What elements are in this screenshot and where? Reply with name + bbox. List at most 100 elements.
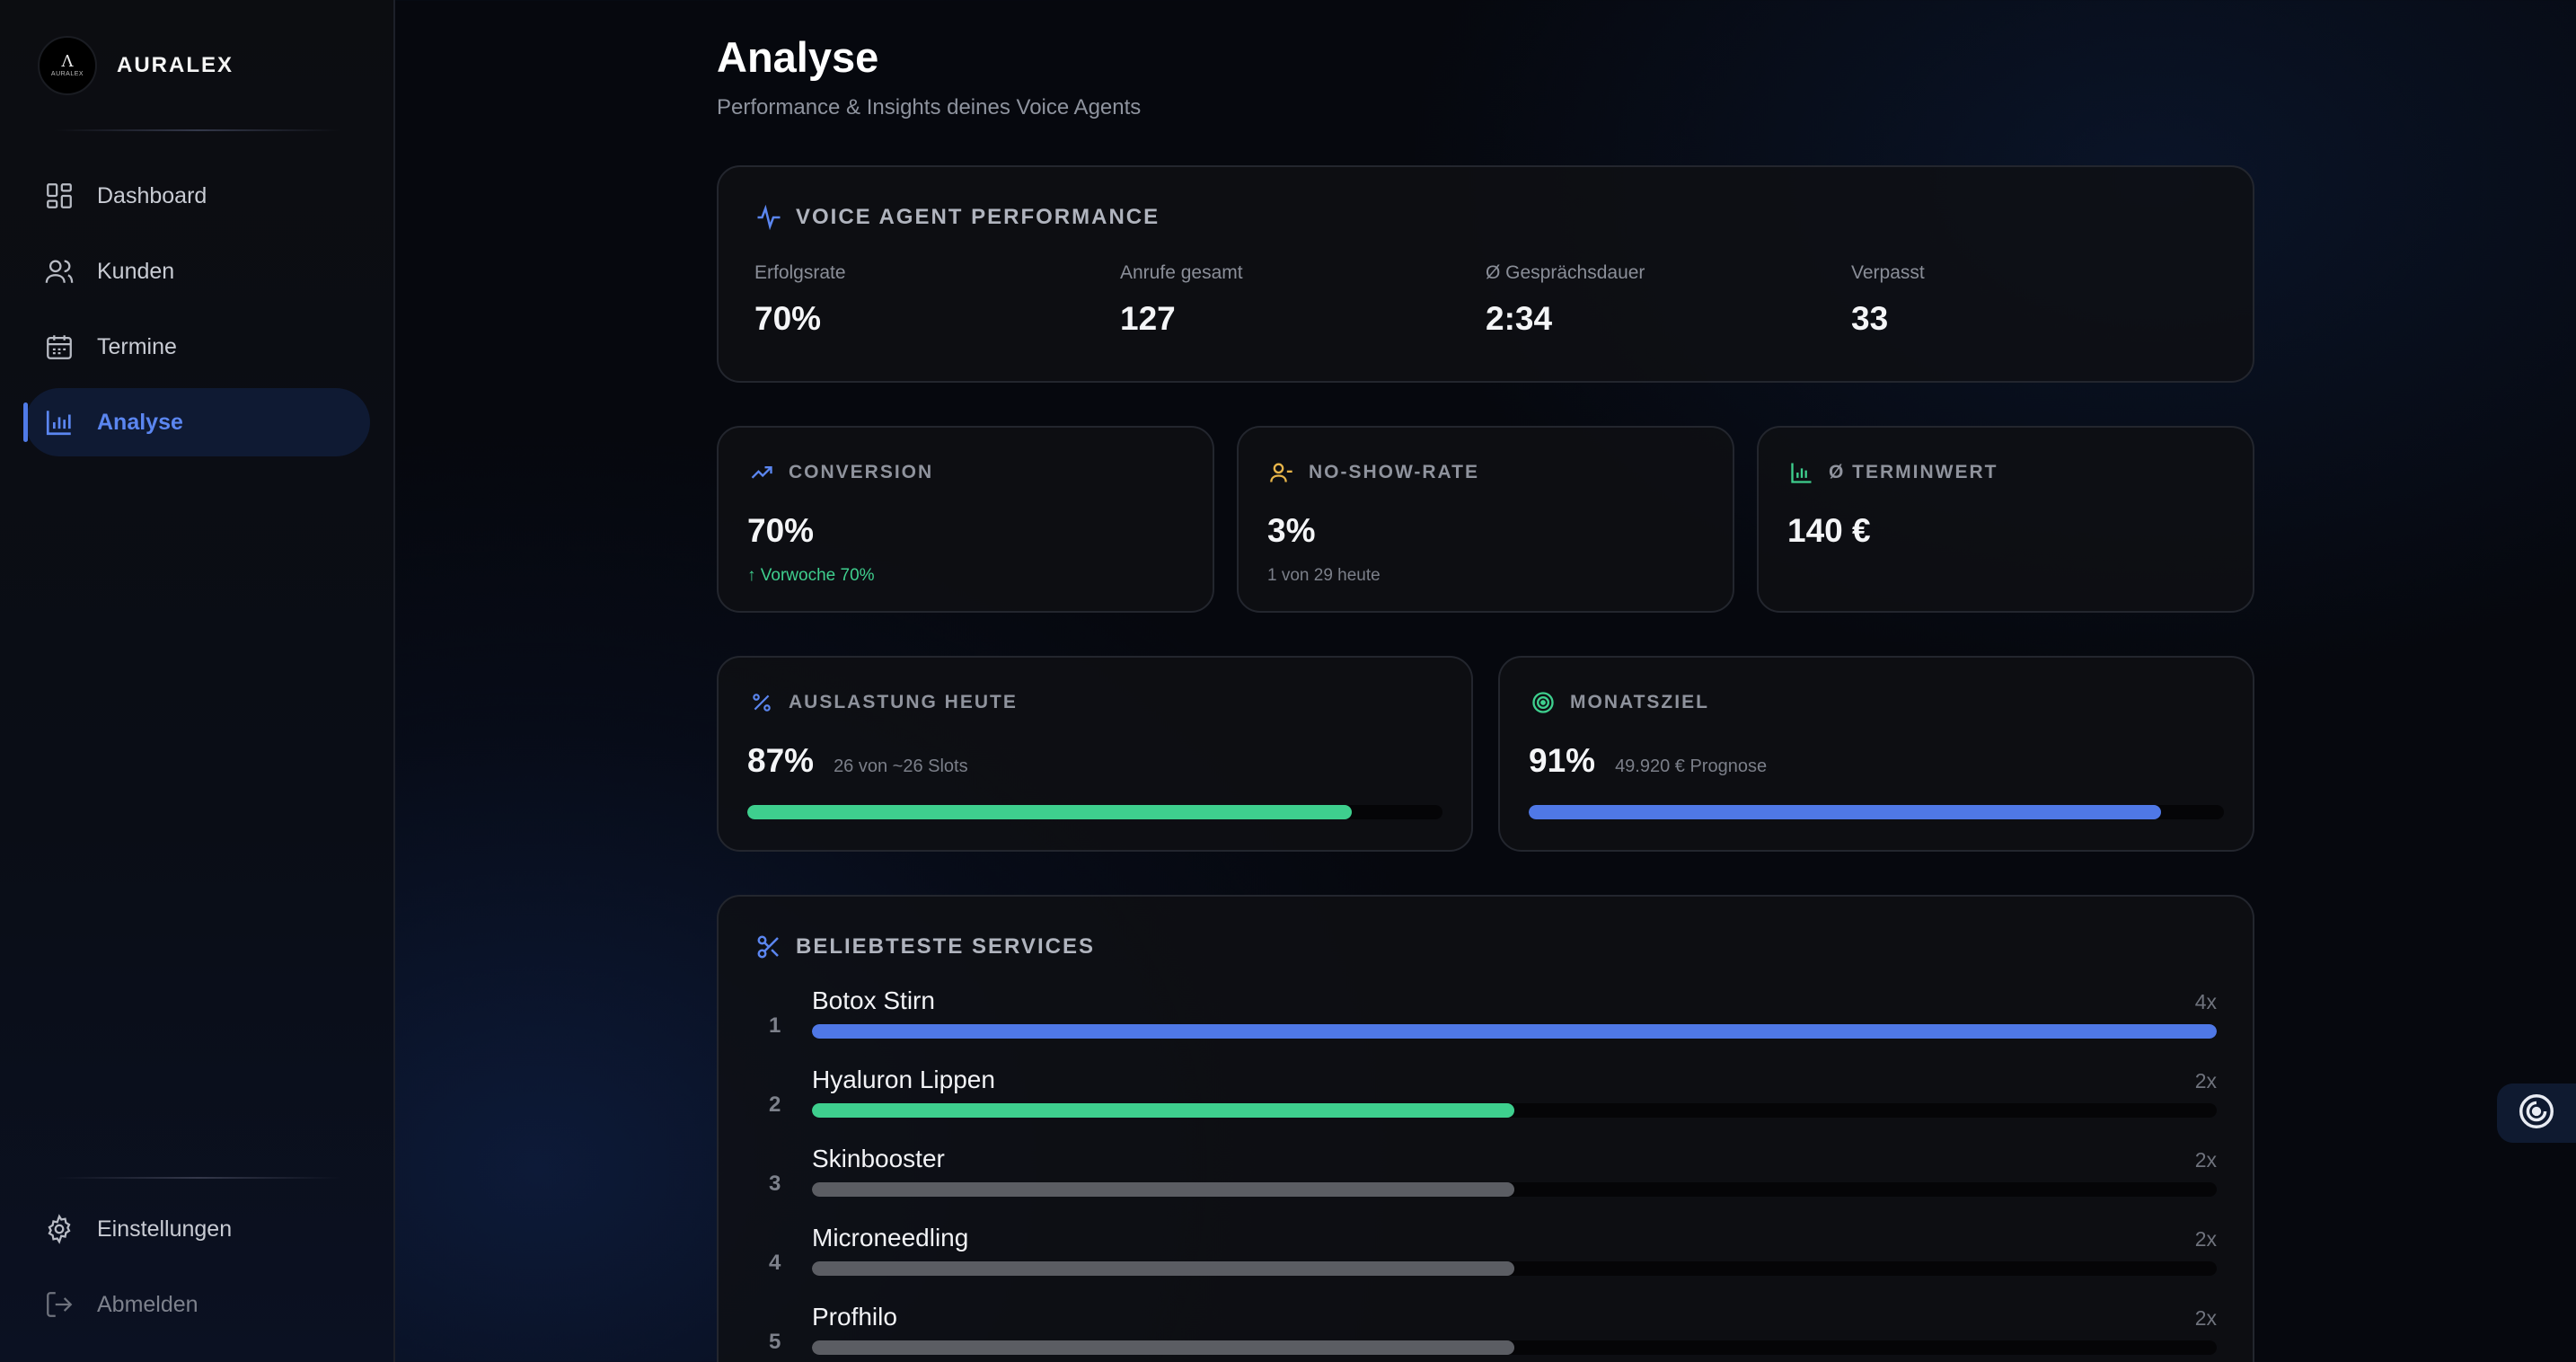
bar-chart-icon	[1787, 458, 1816, 487]
voice-agent-performance-card: VOICE AGENT PERFORMANCE Erfolgsrate 70% …	[717, 165, 2254, 383]
brand-logo-text: AURALEX	[50, 70, 84, 77]
service-bar-fill	[812, 1261, 1514, 1276]
utilization-progress-fill	[747, 805, 1353, 819]
service-count: 2x	[2194, 1227, 2217, 1251]
brand-logo: Λ AURALEX	[38, 36, 97, 95]
stat-erfolgsrate: Erfolgsrate 70%	[754, 262, 1120, 338]
brand-name: AURALEX	[117, 53, 234, 77]
service-name: Profhilo	[812, 1303, 897, 1331]
service-row: 2 Hyaluron Lippen 2x	[754, 1058, 2217, 1137]
performance-stats: Erfolgsrate 70% Anrufe gesamt 127 Ø Gesp…	[754, 262, 2217, 338]
service-row: 5 Profhilo 2x	[754, 1296, 2217, 1362]
utilization-subtext: 26 von ~26 Slots	[834, 756, 968, 776]
card-title: AUSLASTUNG HEUTE	[789, 692, 1018, 712]
sidebar-item-label: Termine	[97, 333, 177, 359]
service-name: Microneedling	[812, 1224, 969, 1251]
sidebar: Λ AURALEX AURALEX Dashboard Kunden Termi…	[0, 0, 395, 1362]
stat-verpasst: Verpasst 33	[1851, 262, 2217, 338]
sidebar-item-einstellungen[interactable]: Einstellungen	[25, 1195, 370, 1263]
kpi-value: 140 €	[1787, 512, 1871, 549]
service-body: Hyaluron Lippen 2x	[812, 1058, 2217, 1137]
service-bar-fill	[812, 1103, 1514, 1118]
brand-logo-glyph: Λ	[61, 51, 74, 71]
service-header: Profhilo 2x	[812, 1303, 2217, 1331]
service-bar-track	[812, 1340, 2217, 1355]
sidebar-item-kunden[interactable]: Kunden	[25, 237, 370, 305]
service-count: 2x	[2194, 1306, 2217, 1330]
service-rank: 4	[769, 1251, 781, 1275]
goal-subtext: 49.920 € Prognose	[1615, 756, 1768, 776]
page-subtitle: Performance & Insights deines Voice Agen…	[717, 95, 1142, 119]
service-bar-fill	[812, 1340, 1514, 1355]
kpi-card-terminwert: Ø TERMINWERT 140 €	[1757, 426, 2254, 613]
sidebar-item-dashboard[interactable]: Dashboard	[25, 162, 370, 230]
bar-chart-icon	[43, 406, 75, 438]
calendar-icon	[43, 331, 75, 363]
kpi-card-no-show-rate: NO-SHOW-RATE 3% 1 von 29 heute	[1237, 426, 1734, 613]
monthly-goal-card: MONATSZIEL 91% 49.920 € Prognose	[1498, 656, 2254, 852]
service-body: Microneedling 2x	[812, 1216, 2217, 1296]
sidebar-item-label: Abmelden	[97, 1291, 198, 1317]
scissors-icon	[754, 933, 783, 961]
service-bar-track	[812, 1103, 2217, 1118]
kpi-value: 3%	[1267, 512, 1316, 549]
service-body: Profhilo 2x	[812, 1296, 2217, 1362]
service-name: Hyaluron Lippen	[812, 1066, 995, 1093]
sidebar-item-label: Analyse	[97, 409, 183, 435]
service-header: Hyaluron Lippen 2x	[812, 1066, 2217, 1094]
service-row: 1 Botox Stirn 4x	[754, 979, 2217, 1058]
logout-icon	[43, 1288, 75, 1321]
service-count: 4x	[2194, 990, 2217, 1013]
sidebar-item-label: Dashboard	[97, 182, 207, 208]
sidebar-item-analyse[interactable]: Analyse	[23, 388, 370, 456]
sidebar-divider	[54, 129, 341, 131]
stat-value: 127	[1120, 300, 1176, 337]
sidebar-item-abmelden[interactable]: Abmelden	[25, 1270, 370, 1339]
card-title: CONVERSION	[789, 462, 934, 482]
utilization-progress-track	[747, 805, 1442, 819]
service-bar-track	[812, 1024, 2217, 1039]
service-count: 2x	[2194, 1069, 2217, 1092]
card-title: NO-SHOW-RATE	[1309, 462, 1480, 482]
service-row: 3 Skinbooster 2x	[754, 1137, 2217, 1216]
page-title: Analyse	[717, 33, 879, 81]
brand[interactable]: Λ AURALEX AURALEX	[38, 36, 234, 95]
card-header: CONVERSION	[747, 458, 1184, 487]
sidebar-item-termine[interactable]: Termine	[25, 313, 370, 381]
goal-progress-track	[1529, 805, 2224, 819]
voice-agent-icon	[2516, 1091, 2557, 1136]
card-title: VOICE AGENT PERFORMANCE	[796, 205, 1160, 229]
goal-value: 91%	[1529, 742, 1596, 779]
goal-row: 91% 49.920 € Prognose	[1529, 742, 2224, 780]
trending-up-icon	[747, 458, 776, 487]
card-header: AUSLASTUNG HEUTE	[747, 688, 1442, 717]
service-bar-track	[812, 1182, 2217, 1197]
stat-value: 70%	[754, 300, 822, 337]
services-list: 1 Botox Stirn 4x 2 Hyaluron Lippen 2x 3 Skinboo…	[754, 979, 2217, 1362]
stat-value: 2:34	[1486, 300, 1553, 337]
utilization-value: 87%	[747, 742, 815, 779]
kpi-card-conversion: CONVERSION 70% ↑ Vorwoche 70%	[717, 426, 1214, 613]
service-body: Botox Stirn 4x	[812, 979, 2217, 1058]
stat-anrufe-gesamt: Anrufe gesamt 127	[1120, 262, 1486, 338]
sidebar-item-label: Einstellungen	[97, 1216, 233, 1242]
card-title: BELIEBTESTE SERVICES	[796, 934, 1095, 959]
voice-agent-floating-button[interactable]	[2497, 1083, 2576, 1143]
dashboard-grid-icon	[43, 180, 75, 212]
service-name: Skinbooster	[812, 1145, 945, 1172]
card-header: MONATSZIEL	[1529, 688, 2224, 717]
sidebar-item-label: Kunden	[97, 258, 175, 284]
service-rank: 1	[769, 1013, 781, 1038]
card-title: Ø TERMINWERT	[1829, 462, 1998, 482]
popular-services-card: BELIEBTESTE SERVICES 1 Botox Stirn 4x 2 Hyal…	[717, 895, 2254, 1362]
card-header: NO-SHOW-RATE	[1267, 458, 1704, 487]
sidebar-bottom-nav: Einstellungen Abmelden	[25, 1195, 370, 1346]
user-minus-icon	[1267, 458, 1296, 487]
stat-label: Anrufe gesamt	[1120, 262, 1243, 283]
gear-icon	[43, 1213, 75, 1245]
service-body: Skinbooster 2x	[812, 1137, 2217, 1216]
activity-icon	[754, 203, 783, 232]
sidebar-divider	[54, 1177, 341, 1179]
percent-icon	[747, 688, 776, 717]
goal-progress-fill	[1529, 805, 2162, 819]
